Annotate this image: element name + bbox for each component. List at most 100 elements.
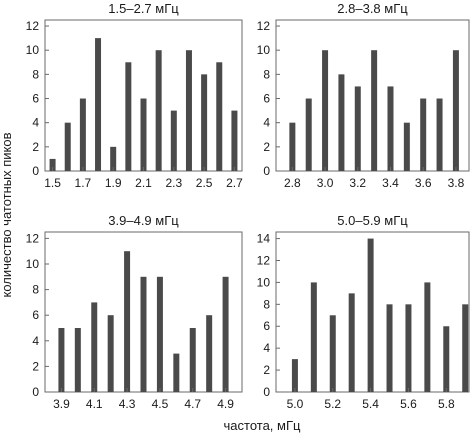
bar — [185, 50, 192, 172]
y-tick-label: 6 — [32, 308, 39, 322]
bar — [310, 282, 317, 392]
x-tick-label: 5.6 — [400, 397, 417, 411]
x-tick-label: 2.3 — [165, 176, 182, 190]
y-tick-label: 12 — [26, 19, 40, 33]
bar — [338, 74, 345, 171]
bar — [95, 38, 102, 172]
panel-2: 2.8–3.8 мГц 2.8 3.0 3.2 3.4 3.6 3.8 0 2 4 6 8 10 12 — [257, 1, 470, 190]
bar — [58, 328, 65, 392]
bar — [386, 304, 393, 392]
y-tick-label: 10 — [257, 43, 271, 57]
x-tick-label: 1.9 — [105, 176, 122, 190]
x-tick-label: 4.3 — [119, 397, 136, 411]
x-tick-label: 4.7 — [184, 397, 201, 411]
bar — [189, 328, 196, 392]
y-tick-label: 8 — [32, 283, 39, 297]
bar — [348, 293, 355, 392]
y-axis-label: количество чатотных пиков — [0, 132, 14, 297]
x-axis-label: частота, мГц — [224, 418, 301, 433]
y-tick-label: 0 — [263, 385, 270, 399]
y-tick-label: 10 — [26, 43, 40, 57]
bar — [206, 315, 213, 392]
bar — [329, 315, 336, 392]
x-tick-label: 3.4 — [382, 176, 399, 190]
x-tick-label: 5.2 — [324, 397, 341, 411]
bar — [74, 328, 81, 392]
panel-1: 1.5–2.7 мГц 1.5 1.7 1.9 2.1 2.3 2.5 2.7 0 2 4 6 8 10 1… — [26, 1, 243, 190]
bar — [371, 50, 378, 172]
bar — [436, 98, 443, 171]
y-tick-label: 10 — [257, 275, 271, 289]
x-tick-label: 2.5 — [196, 176, 213, 190]
x-tick-label: 3.8 — [448, 176, 465, 190]
bar — [156, 276, 163, 392]
x-tick-label: 5.8 — [438, 397, 455, 411]
y-tick-label: 8 — [263, 67, 270, 81]
bar — [291, 359, 298, 392]
bar — [91, 302, 98, 392]
y-tick-label: 0 — [263, 164, 270, 178]
y-tick-label: 0 — [32, 164, 39, 178]
x-tick-label: 3.2 — [349, 176, 366, 190]
panel-4: 5.0–5.9 мГц 5.0 5.2 5.4 5.6 5.8 0 2 4 6 8 10 12 14 — [257, 213, 470, 411]
bar — [64, 122, 71, 171]
bar — [222, 276, 229, 392]
y-tick-label: 2 — [263, 140, 270, 154]
bar — [155, 50, 162, 172]
x-tick-label: 4.5 — [152, 397, 169, 411]
panel-title: 3.9–4.9 мГц — [108, 213, 179, 228]
x-tick-label: 4.9 — [217, 397, 234, 411]
y-tick-label: 2 — [32, 359, 39, 373]
bar — [231, 110, 238, 171]
y-tick-label: 14 — [257, 232, 271, 246]
y-tick-label: 2 — [263, 363, 270, 377]
y-tick-label: 4 — [263, 341, 270, 355]
y-tick-label: 8 — [263, 297, 270, 311]
x-tick-label: 5.0 — [287, 397, 304, 411]
bar — [201, 74, 208, 171]
panel-title: 1.5–2.7 мГц — [108, 1, 179, 16]
bar — [305, 98, 312, 171]
bar — [125, 62, 132, 171]
bar — [289, 122, 296, 171]
y-tick-label: 4 — [32, 334, 39, 348]
y-tick-label: 8 — [32, 67, 39, 81]
bar — [140, 98, 147, 171]
x-tick-label: 3.6 — [415, 176, 432, 190]
bar — [403, 122, 410, 171]
bar — [420, 98, 427, 171]
x-tick-label: 1.5 — [44, 176, 61, 190]
bar — [462, 304, 469, 392]
bar — [140, 276, 147, 392]
bar — [387, 86, 394, 171]
bar — [124, 251, 131, 392]
x-tick-label: 2.7 — [226, 176, 243, 190]
x-tick-label: 3.0 — [317, 176, 334, 190]
panel-title: 5.0–5.9 мГц — [337, 213, 408, 228]
y-tick-label: 6 — [263, 319, 270, 333]
x-tick-label: 3.9 — [53, 397, 70, 411]
bar — [110, 146, 117, 171]
y-tick-label: 10 — [26, 257, 40, 271]
bar — [49, 158, 56, 171]
x-tick-label: 4.1 — [86, 397, 103, 411]
bar — [354, 86, 361, 171]
bar — [367, 238, 374, 392]
y-tick-label: 12 — [257, 253, 271, 267]
bar — [170, 110, 177, 171]
x-tick-label: 2.1 — [135, 176, 152, 190]
bar — [107, 315, 114, 392]
bar — [452, 50, 459, 172]
x-tick-label: 2.8 — [284, 176, 301, 190]
bar — [79, 98, 86, 171]
y-tick-label: 4 — [32, 116, 39, 130]
y-tick-label: 6 — [32, 92, 39, 106]
bar — [173, 353, 180, 392]
panel-title: 2.8–3.8 мГц — [337, 1, 408, 16]
bar — [322, 50, 329, 172]
x-tick-label: 5.4 — [362, 397, 379, 411]
bar — [405, 304, 412, 392]
bar — [216, 62, 223, 171]
bar — [443, 326, 450, 392]
